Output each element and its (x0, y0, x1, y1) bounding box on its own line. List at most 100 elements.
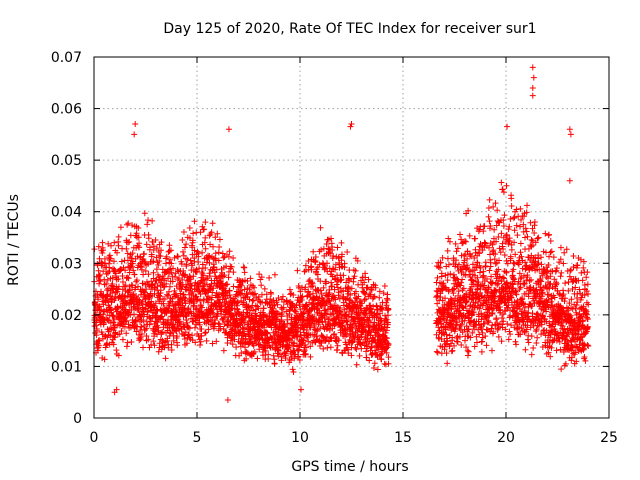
data-point (314, 326, 321, 333)
data-point (202, 265, 209, 272)
data-point (122, 293, 129, 300)
data-point (476, 269, 483, 276)
data-point (487, 259, 494, 266)
data-point (103, 280, 110, 287)
data-point (309, 282, 316, 289)
data-point (255, 293, 262, 300)
data-point (264, 330, 271, 337)
data-point (131, 311, 138, 318)
data-point (101, 356, 108, 363)
data-point (220, 316, 227, 323)
data-point (189, 332, 196, 339)
data-point (261, 285, 268, 292)
data-point (147, 290, 154, 297)
data-point (155, 261, 162, 268)
data-point (305, 288, 312, 295)
data-point (153, 312, 160, 319)
data-point (140, 271, 147, 278)
data-point (189, 237, 196, 244)
data-point (534, 334, 541, 341)
data-point (322, 337, 329, 344)
data-point (133, 277, 140, 284)
data-point (124, 257, 131, 264)
data-point (511, 260, 518, 267)
data-point (139, 280, 146, 287)
data-point (251, 348, 258, 355)
data-point (245, 303, 252, 310)
data-point (200, 277, 207, 284)
data-point (162, 260, 169, 267)
data-point (186, 225, 193, 232)
data-point (213, 338, 220, 345)
data-point (174, 253, 181, 260)
data-point (270, 352, 277, 359)
data-point (220, 273, 227, 280)
data-point (219, 282, 226, 289)
data-point (474, 286, 481, 293)
data-point (183, 313, 190, 320)
data-point (371, 360, 378, 367)
data-point (305, 338, 312, 345)
data-point (504, 123, 511, 130)
data-point (144, 221, 151, 228)
data-point (333, 281, 340, 288)
y-tick-labels: 0 0.01 0.02 0.03 0.04 0.05 0.06 0.07 (51, 50, 82, 427)
data-point (530, 74, 537, 81)
data-point (328, 283, 335, 290)
y-tick-label: 0.06 (51, 102, 82, 118)
data-point (246, 286, 253, 293)
data-point (129, 282, 136, 289)
data-point (96, 337, 103, 344)
data-point (499, 240, 506, 247)
data-point (117, 224, 124, 231)
data-point (121, 283, 128, 290)
data-point (327, 344, 334, 351)
data-point (219, 250, 226, 257)
data-point (142, 268, 149, 275)
y-tick-label: 0 (73, 411, 82, 427)
data-point (140, 288, 147, 295)
data-point (128, 338, 135, 345)
data-point (200, 272, 207, 279)
data-point (177, 290, 184, 297)
data-point (230, 283, 237, 290)
data-point (566, 126, 573, 133)
data-point (165, 288, 172, 295)
data-point (129, 291, 136, 298)
data-point (287, 291, 294, 298)
data-point (330, 253, 337, 260)
data-point (336, 307, 343, 314)
data-point (486, 218, 493, 225)
data-point (210, 243, 217, 250)
data-point (122, 282, 129, 289)
data-point (558, 366, 565, 373)
y-tick-label: 0.07 (51, 50, 82, 66)
data-point (113, 347, 120, 354)
data-point (229, 326, 236, 333)
data-point (307, 324, 314, 331)
data-point (224, 281, 231, 288)
data-point (384, 291, 391, 298)
data-point (508, 203, 515, 210)
data-point (220, 325, 227, 332)
data-point (212, 250, 219, 257)
data-point (517, 249, 524, 256)
data-point (215, 257, 222, 264)
x-tick-label: 10 (291, 430, 309, 446)
data-point (167, 247, 174, 254)
data-point (495, 333, 502, 340)
data-point (278, 353, 285, 360)
data-point (164, 337, 171, 344)
data-point (163, 253, 170, 260)
data-point (172, 305, 179, 312)
data-point (156, 293, 163, 300)
data-point (202, 330, 209, 337)
data-point (132, 284, 139, 291)
data-point (116, 331, 123, 338)
data-point (243, 348, 250, 355)
data-point (141, 210, 148, 217)
data-point (163, 291, 170, 298)
data-point (358, 345, 365, 352)
data-point (226, 291, 233, 298)
data-point (96, 303, 103, 310)
